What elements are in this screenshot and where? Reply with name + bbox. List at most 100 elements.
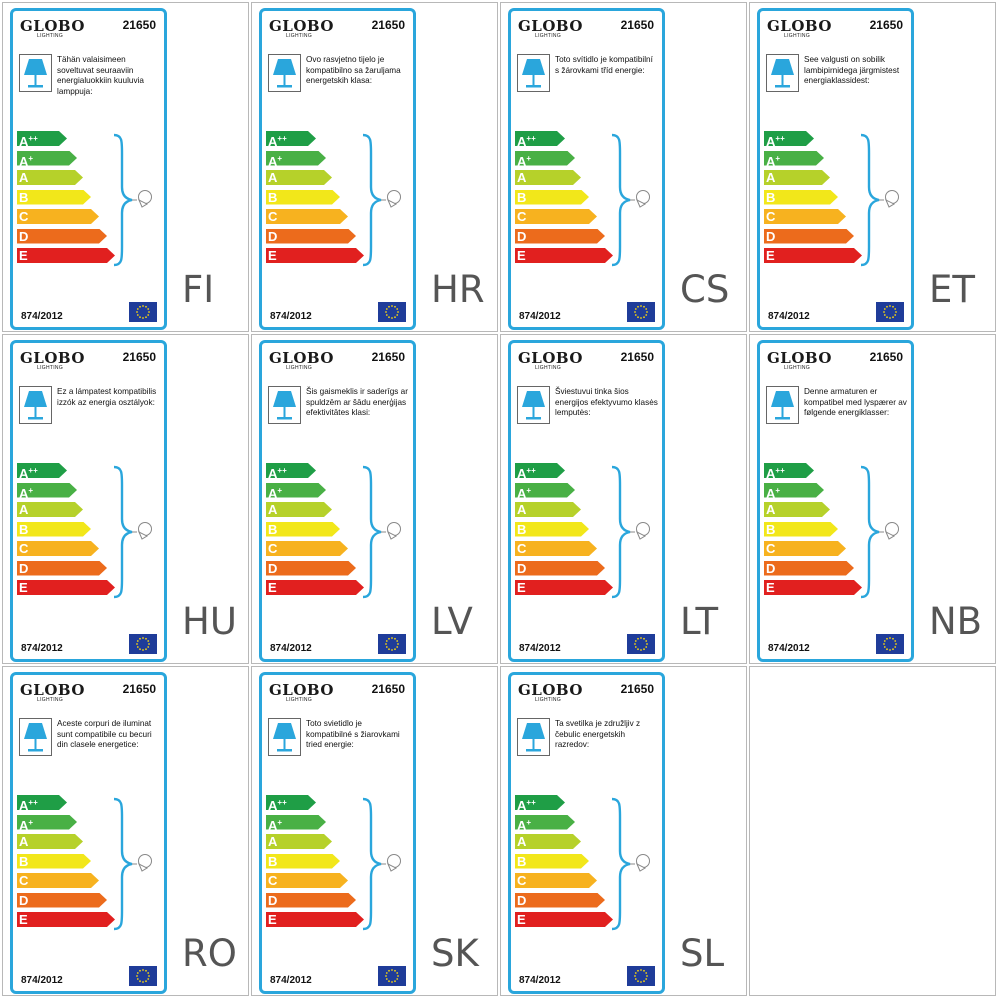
energy-class-scale: A++ A+ A B C D E [515,131,613,271]
energy-class-letter: D [19,228,29,244]
energy-class-bar: E [764,580,862,595]
energy-class-plus: ++ [526,134,536,143]
brand-subtitle: LIGHTING [535,33,562,39]
language-code: LT [680,600,719,643]
table-lamp-icon [766,386,799,424]
brand-subtitle: LIGHTING [37,33,64,39]
energy-class-letter: D [268,892,278,908]
energy-class-letter: A [517,502,527,517]
regulation-number: 874/2012 [270,311,312,322]
light-bulb-icon [113,133,152,267]
energy-class-bar: A++ [266,463,316,478]
energy-class-letter: A [268,153,278,169]
energy-class-bar: B [764,189,838,205]
energy-class-letter: A [766,485,776,501]
energy-class-letter: D [766,228,776,244]
energy-class-letter: A [19,817,29,833]
energy-class-letter: C [268,541,278,556]
energy-class-bar: C [266,209,348,224]
label-cell-sl: GLOBO LIGHTING 21650 Ta svetilka je združlj… [500,666,747,996]
energy-class-bar: A [515,834,581,849]
energy-class-scale: A++ A+ A B C D E [764,463,862,603]
brand-logo: GLOBO [518,349,583,367]
energy-class-letter: D [268,228,278,244]
language-code: CS [680,268,730,311]
model-number: 21650 [869,18,903,32]
energy-class-letter: A [268,170,278,185]
light-bulb-icon [362,797,401,931]
eu-flag-icon [129,634,157,654]
energy-class-letter: A [517,134,527,149]
table-lamp-icon [766,54,799,92]
energy-class-letter: B [517,853,527,869]
compatibility-text: Ta svetilka je združljiv z čebulic energ… [555,719,641,749]
energy-class-bar: E [515,580,613,595]
table-lamp-icon [517,386,550,424]
energy-class-letter: A [766,466,776,481]
energy-class-bar: C [515,541,597,556]
energy-class-bar: A [266,170,332,185]
eu-flag-icon [876,302,904,322]
energy-class-bar: A+ [17,814,77,833]
language-code: HR [431,268,485,311]
energy-class-bar: A [515,170,581,185]
energy-class-bar: A++ [515,131,565,146]
energy-class-letter: E [268,580,277,595]
energy-label-card: GLOBO LIGHTING 21650 See valgusti on sobili… [757,8,914,330]
compatibility-text: Toto svietidlo je kompatibilné s žiarovk… [306,719,400,749]
energy-class-bar: A [17,834,83,849]
energy-class-bar: C [17,209,99,224]
energy-class-plus: ++ [28,466,38,475]
language-code: FI [182,268,215,311]
energy-class-scale: A++ A+ A B C D E [266,463,364,603]
light-bulb-icon [860,465,899,599]
energy-class-plus: + [526,153,532,163]
brand-subtitle: LIGHTING [535,365,562,371]
energy-label-card: GLOBO LIGHTING 21650 Tähän valaisimeen sove… [10,8,167,330]
energy-class-bar: B [17,189,91,205]
compatibility-text: Toto svítidlo je kompatibilní s žárovkam… [555,55,653,75]
energy-class-letter: A [766,502,776,517]
energy-class-letter: A [268,798,278,813]
language-code: ET [929,268,975,311]
energy-class-plus: ++ [28,798,38,807]
model-number: 21650 [620,682,654,696]
energy-class-letter: A [517,170,527,185]
eu-flag-icon [129,302,157,322]
language-code: SL [680,932,725,975]
energy-class-bar: C [17,541,99,556]
table-lamp-icon [19,386,52,424]
energy-class-bar: D [764,228,854,244]
compatibility-text: See valgusti on sobilik lambipirnidega j… [804,55,900,85]
eu-flag-icon [129,966,157,986]
energy-class-bar: B [515,189,589,205]
energy-class-plus: + [28,153,34,163]
energy-label-card: GLOBO LIGHTING 21650 Šviestuvui tinka šios … [508,340,665,662]
energy-class-bar: A [266,502,332,517]
energy-class-bar: A++ [266,131,316,146]
eu-flag-icon [627,302,655,322]
energy-class-letter: A [19,834,29,849]
energy-class-bar: D [764,560,854,576]
energy-class-bar: A+ [17,482,77,498]
model-number: 21650 [620,18,654,32]
energy-class-letter: A [19,170,29,185]
regulation-number: 874/2012 [519,311,561,322]
language-code: RO [182,932,237,975]
energy-class-bar: C [17,873,99,888]
energy-class-bar: C [266,873,348,888]
energy-class-letter: A [19,466,29,481]
light-bulb-icon [113,465,152,599]
table-lamp-icon [517,54,550,92]
model-number: 21650 [122,350,156,364]
brand-logo: GLOBO [269,17,334,35]
energy-class-letter: B [19,853,29,869]
energy-class-bar: E [266,580,364,595]
energy-class-letter: A [19,502,29,517]
label-cell-et: GLOBO LIGHTING 21650 See valgusti on sobili… [749,2,996,332]
energy-label-card: GLOBO LIGHTING 21650 Denne armaturen er kom… [757,340,914,662]
energy-class-letter: B [517,189,527,205]
brand-logo: GLOBO [518,17,583,35]
label-cell-ro: GLOBO LIGHTING 21650 Aceste corpuri de ilum… [2,666,249,996]
